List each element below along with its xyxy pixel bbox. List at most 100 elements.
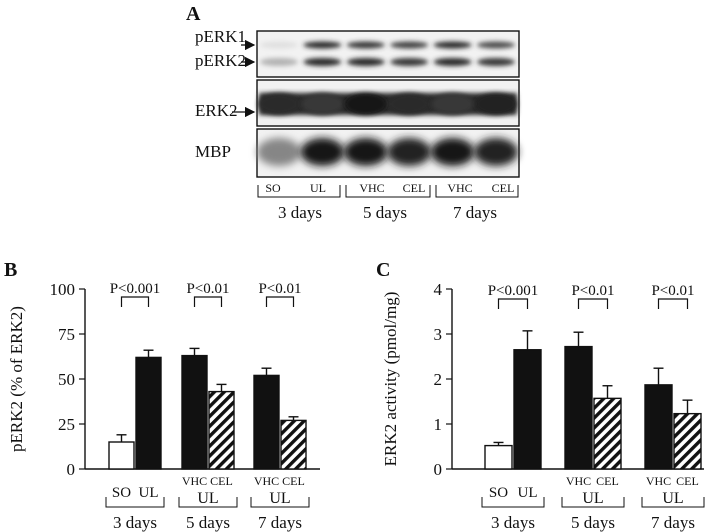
group-bracket: [178, 497, 238, 508]
group-label: 5 days: [571, 513, 615, 532]
bar-chart-erk2-activity: 0 1 2 3 4 ERK2 activity (pmol/mg) SO UL P<0.001 3…: [381, 280, 705, 532]
lane-label: CEL: [403, 181, 426, 195]
blot-band: [343, 138, 388, 166]
group-label: 7 days: [453, 203, 497, 222]
group-bracket: [105, 497, 165, 508]
bar-label: CEL: [282, 474, 305, 488]
bar: [484, 444, 513, 470]
y-tick-label: 100: [50, 280, 76, 299]
blot-band: [390, 41, 429, 49]
y-axis-label: pERK2 (% of ERK2): [7, 306, 26, 452]
lane-label: SO: [265, 181, 281, 195]
lane-label: VHC: [447, 181, 472, 195]
y-tick-label: 2: [434, 370, 443, 389]
panel-b-letter: B: [4, 259, 17, 281]
lane-label: UL: [310, 181, 326, 195]
group-bracket: [481, 497, 545, 508]
bar-label: VHC: [566, 474, 591, 488]
y-tick-label: 1: [434, 415, 443, 434]
blot-band: [346, 58, 385, 66]
subgroup-label: UL: [662, 490, 683, 507]
blot-band: [344, 93, 387, 115]
bar-label: VHC: [646, 474, 671, 488]
blot-row-label: ERK2: [195, 101, 238, 120]
p-value-label: P<0.01: [651, 283, 694, 299]
bar: [673, 412, 702, 470]
p-value-label: P<0.001: [110, 281, 161, 297]
bar: [644, 384, 673, 470]
blot-band: [433, 41, 472, 49]
blot-row-label: pERK1: [195, 27, 246, 46]
group-bracket: [561, 497, 625, 508]
group-label: 5 days: [186, 513, 230, 532]
bar-label: CEL: [676, 474, 699, 488]
group-bracket: [345, 185, 431, 198]
bar-label: SO: [489, 485, 508, 501]
bar-label: UL: [518, 485, 538, 501]
lane-label: CEL: [492, 181, 515, 195]
p-value-label: P<0.001: [488, 283, 539, 299]
y-tick-label: 4: [434, 280, 443, 299]
bar-label: VHC: [182, 474, 207, 488]
bar-chart-perk2: 0 25 50 75 100 pERK2 (% of ERK2) SO UL P<0.001 3 …: [7, 280, 320, 532]
blot-band: [257, 138, 301, 166]
blot-band: [433, 58, 472, 66]
bar: [208, 390, 235, 470]
p-value-label: P<0.01: [258, 281, 301, 297]
blot-band: [477, 58, 515, 66]
blot-band: [477, 41, 515, 49]
bar: [593, 397, 622, 470]
blot-band: [388, 93, 431, 115]
bar: [253, 374, 280, 470]
blot-band: [475, 93, 517, 115]
y-tick-label: 25: [58, 415, 75, 434]
group-bracket: [435, 185, 519, 198]
y-tick-label: 3: [434, 325, 443, 344]
p-value-label: P<0.01: [571, 283, 614, 299]
bar: [280, 419, 307, 470]
significance-bracket: [657, 298, 689, 309]
blot-band: [431, 93, 474, 115]
blot-band: [387, 138, 432, 166]
p-value-label: P<0.01: [186, 281, 229, 297]
group-label: 7 days: [651, 513, 695, 532]
group-bracket: [250, 497, 310, 508]
blot-frame: [256, 30, 520, 78]
group-label: 3 days: [278, 203, 322, 222]
y-tick-label: 0: [67, 460, 76, 479]
bar: [135, 356, 162, 470]
western-blot-panel: pERK1 pERK2 ERK2 MBP SO UL VHC CEL VHC CEL 3 days 5…: [195, 27, 520, 222]
blot-band: [303, 41, 342, 49]
blot-row-label: pERK2: [195, 51, 246, 70]
blot-band: [474, 138, 518, 166]
y-axis-label: ERK2 activity (pmol/mg): [381, 292, 400, 467]
blot-band: [260, 58, 298, 66]
bar-label: VHC: [254, 474, 279, 488]
panel-a-letter: A: [186, 3, 201, 25]
significance-bracket: [193, 296, 223, 307]
blot-band: [346, 41, 385, 49]
significance-bracket: [497, 298, 529, 309]
panel-c-letter: C: [376, 259, 390, 281]
subgroup-label: UL: [269, 490, 290, 507]
bar: [181, 354, 208, 470]
group-bracket: [257, 185, 341, 198]
y-tick-label: 75: [58, 325, 75, 344]
y-tick-label: 0: [434, 460, 443, 479]
blot-band: [260, 41, 298, 49]
bar: [108, 441, 135, 470]
bar-label: CEL: [210, 474, 233, 488]
bar-label: UL: [139, 485, 159, 501]
blot-band: [300, 138, 345, 166]
blot-band: [430, 138, 475, 166]
bar-label: SO: [112, 485, 131, 501]
group-label: 3 days: [491, 513, 535, 532]
y-tick-label: 50: [58, 370, 75, 389]
group-bracket: [641, 497, 705, 508]
significance-bracket: [577, 298, 609, 309]
subgroup-label: UL: [197, 490, 218, 507]
bar: [513, 349, 542, 470]
subgroup-label: UL: [582, 490, 603, 507]
group-label: 3 days: [113, 513, 157, 532]
